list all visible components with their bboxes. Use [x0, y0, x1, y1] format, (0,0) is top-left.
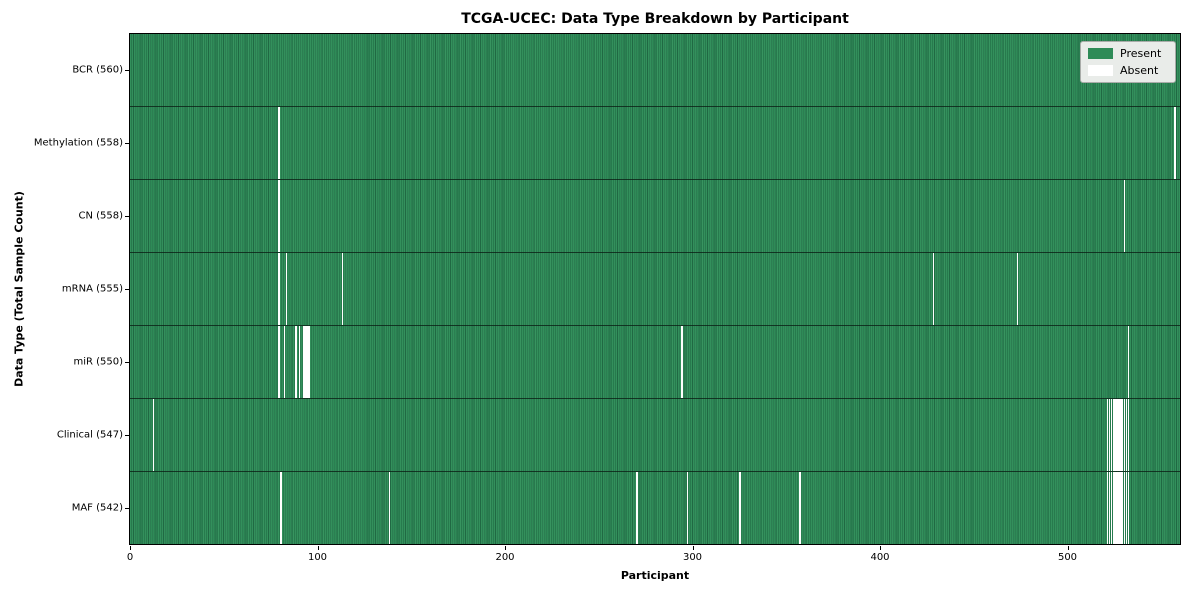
absent-mark — [1121, 472, 1124, 544]
absent-mark — [799, 472, 801, 544]
absent-mark — [1114, 472, 1116, 544]
absent-mark — [1112, 399, 1114, 471]
absent-mark — [152, 399, 154, 471]
x-tick-mark — [1067, 546, 1069, 550]
absent-mark — [304, 326, 306, 398]
absent-mark — [388, 472, 391, 544]
absent-mark — [739, 472, 741, 544]
absent-mark — [1120, 472, 1122, 544]
x-tick-label-300: 300 — [682, 552, 703, 563]
heatmap-plot-area — [129, 33, 1181, 545]
x-tick-label-100: 100 — [307, 552, 328, 563]
absent-mark — [1127, 399, 1129, 471]
legend-label: Absent — [1120, 64, 1159, 77]
legend-swatch-present — [1088, 48, 1113, 59]
absent-mark — [1118, 472, 1120, 544]
x-axis-label: Participant — [620, 569, 690, 582]
absent-mark — [1121, 399, 1124, 471]
absent-mark — [278, 107, 280, 179]
absent-mark — [278, 253, 280, 325]
x-tick-mark — [880, 546, 881, 550]
absent-mark — [295, 326, 297, 398]
absent-mark — [1108, 472, 1111, 544]
absent-mark — [1106, 399, 1109, 471]
absent-mark — [1123, 180, 1126, 252]
absent-mark — [681, 326, 683, 398]
legend-entry-absent: Absent — [1088, 64, 1168, 77]
absent-mark — [1125, 472, 1128, 544]
heatmap-row-mrna — [130, 253, 1180, 326]
x-tick-mark — [130, 546, 131, 550]
legend-swatch-absent — [1088, 65, 1113, 76]
x-tick-label-400: 400 — [870, 552, 890, 563]
y-tick-label-maf: MAF (542) — [71, 502, 123, 514]
absent-mark — [1118, 399, 1120, 471]
absent-mark — [932, 253, 934, 325]
absent-mark — [341, 253, 344, 325]
heatmap-row-clinical — [130, 399, 1180, 472]
absent-mark — [280, 472, 282, 544]
absent-mark — [1127, 472, 1129, 544]
y-tick-label-mir: miR (550) — [73, 356, 123, 368]
absent-mark — [1116, 399, 1118, 471]
absent-mark — [306, 326, 308, 398]
absent-mark — [1110, 472, 1113, 544]
y-tick-label-methylation: Methylation (558) — [33, 137, 123, 149]
y-tick-mark — [125, 142, 129, 144]
y-tick-mark — [125, 215, 129, 217]
y-tick-label-bcr: BCR (560) — [72, 64, 123, 76]
legend-entry-present: Present — [1088, 47, 1168, 60]
x-tick-mark — [505, 546, 506, 550]
absent-mark — [283, 326, 286, 398]
y-tick-mark — [125, 508, 129, 510]
absent-mark — [308, 326, 310, 398]
x-tick-mark — [317, 546, 319, 550]
absent-mark — [1125, 399, 1128, 471]
heatmap-row-methylation — [130, 107, 1180, 180]
absent-mark — [1127, 326, 1129, 398]
y-tick-label-clinical: Clinical (547) — [56, 429, 123, 441]
absent-mark — [1116, 472, 1118, 544]
x-tick-label-500: 500 — [1057, 552, 1078, 563]
legend-label: Present — [1120, 47, 1162, 60]
absent-mark — [1114, 399, 1116, 471]
y-tick-label-cn: CN (558) — [78, 210, 123, 222]
y-tick-mark — [125, 289, 129, 290]
absent-mark — [278, 180, 280, 252]
absent-mark — [1123, 472, 1126, 544]
absent-mark — [1108, 399, 1111, 471]
absent-mark — [1106, 472, 1109, 544]
heatmap-row-maf — [130, 472, 1180, 544]
y-tick-mark — [125, 362, 129, 364]
absent-mark — [636, 472, 638, 544]
absent-mark — [1112, 472, 1114, 544]
y-tick-label-mrna: mRNA (555) — [61, 283, 123, 295]
y-tick-mark — [125, 435, 129, 437]
heatmap-row-cn — [130, 180, 1180, 253]
heatmap-row-mir — [130, 326, 1180, 399]
heatmap-row-bcr — [130, 34, 1180, 107]
absent-mark — [285, 253, 288, 325]
x-tick-label-0: 0 — [126, 552, 134, 563]
y-tick-mark — [125, 69, 129, 71]
absent-mark — [278, 326, 280, 398]
absent-mark — [1174, 107, 1176, 179]
absent-mark — [686, 472, 689, 544]
absent-mark — [1016, 253, 1019, 325]
absent-mark — [1110, 399, 1113, 471]
absent-mark — [1123, 399, 1126, 471]
absent-mark — [302, 326, 304, 398]
x-tick-mark — [692, 546, 694, 550]
x-tick-label-200: 200 — [495, 552, 515, 563]
absent-mark — [298, 326, 301, 398]
legend: Present Absent — [1080, 41, 1176, 83]
absent-mark — [1120, 399, 1122, 471]
chart-title: TCGA-UCEC: Data Type Breakdown by Partic… — [461, 11, 849, 27]
